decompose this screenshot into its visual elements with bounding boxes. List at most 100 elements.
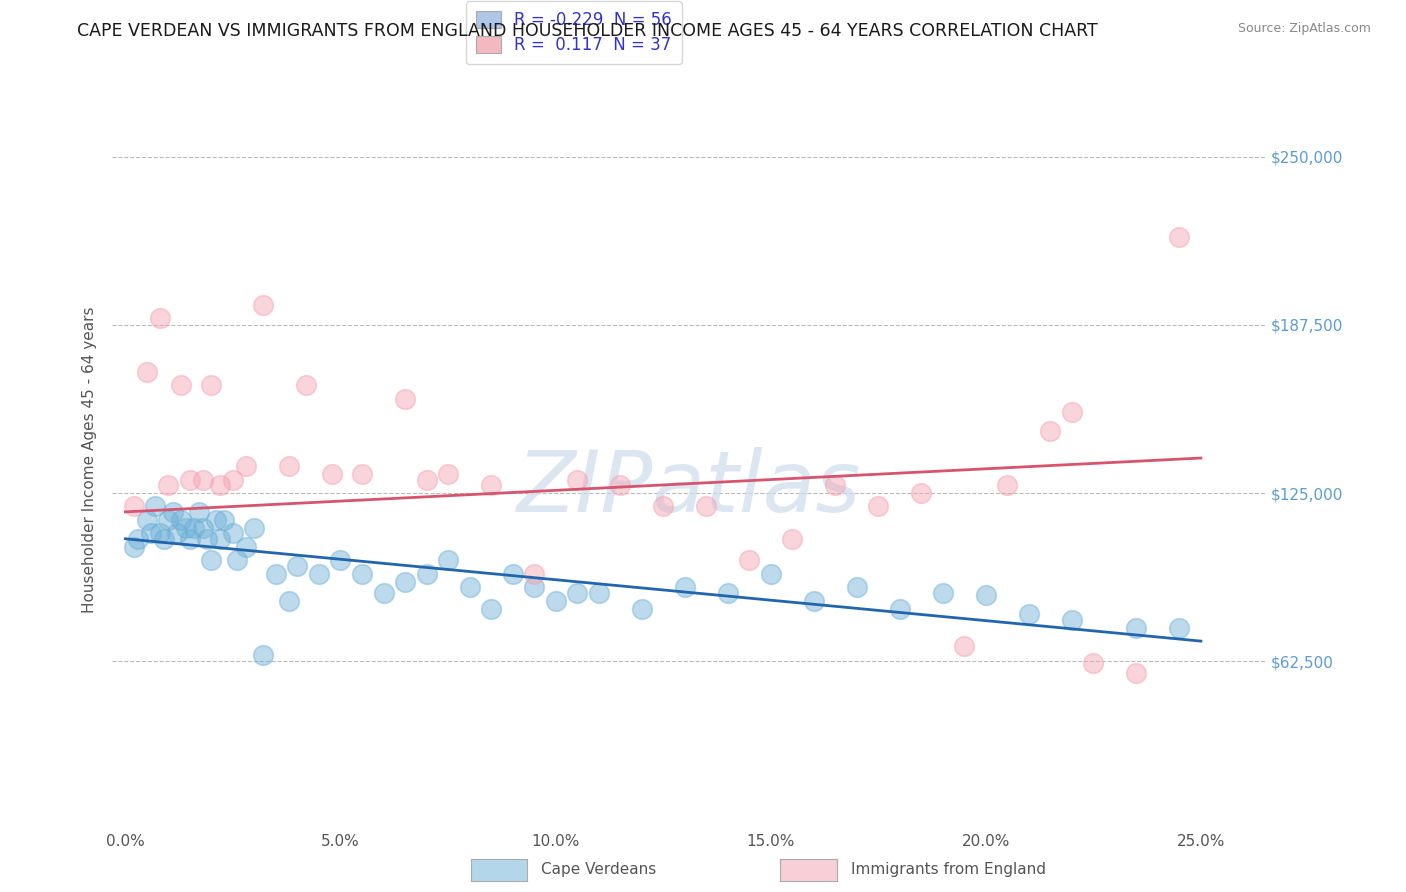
Point (174, 521, 197, 535)
Legend: R = -0.229  N = 56, R =  0.117  N = 37: R = -0.229 N = 56, R = 0.117 N = 37 (465, 1, 682, 64)
Point (1060, 613, 1083, 627)
Point (437, 467, 460, 482)
Point (695, 500, 717, 514)
Point (235, 459, 257, 474)
Point (252, 648, 274, 662)
Point (609, 478, 631, 492)
Text: Cape Verdeans: Cape Verdeans (541, 863, 657, 877)
Point (214, 513, 236, 527)
Point (523, 580, 546, 594)
Point (145, 500, 167, 514)
Point (759, 566, 782, 581)
Point (974, 588, 997, 602)
Point (544, 593, 567, 607)
Point (200, 378, 222, 392)
Point (329, 553, 352, 567)
Point (1083, 656, 1105, 670)
Point (141, 526, 163, 541)
Point (673, 580, 696, 594)
Point (415, 473, 437, 487)
Point (479, 602, 502, 616)
Point (200, 553, 222, 567)
Point (277, 459, 299, 474)
Point (868, 500, 890, 514)
Point (287, 558, 309, 573)
Point (1018, 607, 1040, 622)
Text: Source: ZipAtlas.com: Source: ZipAtlas.com (1237, 22, 1371, 36)
Point (1168, 230, 1191, 244)
Point (502, 566, 524, 581)
Point (479, 478, 502, 492)
Point (222, 526, 245, 541)
Point (153, 532, 176, 546)
Point (932, 585, 955, 599)
Text: CAPE VERDEAN VS IMMIGRANTS FROM ENGLAND HOUSEHOLDER INCOME AGES 45 - 64 YEARS CO: CAPE VERDEAN VS IMMIGRANTS FROM ENGLAND … (77, 22, 1098, 40)
Point (208, 532, 231, 546)
Point (226, 553, 249, 567)
Point (127, 532, 149, 546)
Point (191, 473, 214, 487)
Point (953, 640, 976, 654)
Point (295, 378, 318, 392)
Point (845, 580, 868, 594)
Point (350, 467, 373, 482)
Point (630, 602, 652, 616)
Point (458, 580, 481, 594)
Point (162, 505, 184, 519)
Point (157, 478, 180, 492)
Point (1168, 621, 1191, 635)
Point (889, 602, 911, 616)
Point (565, 473, 588, 487)
Point (179, 532, 201, 546)
Point (780, 532, 803, 546)
Point (264, 566, 287, 581)
Point (157, 513, 180, 527)
Point (195, 532, 218, 546)
Point (308, 566, 330, 581)
Point (523, 566, 546, 581)
Point (910, 486, 932, 500)
Point (135, 513, 157, 527)
Point (122, 500, 145, 514)
Y-axis label: Householder Income Ages 45 - 64 years: Householder Income Ages 45 - 64 years (82, 306, 97, 613)
Point (824, 478, 846, 492)
Point (321, 467, 343, 482)
Point (204, 513, 226, 527)
Point (1039, 424, 1062, 438)
Point (1125, 621, 1147, 635)
Text: Immigrants from England: Immigrants from England (851, 863, 1046, 877)
Point (350, 566, 373, 581)
Point (170, 378, 193, 392)
Point (415, 566, 437, 581)
Point (277, 593, 299, 607)
Point (252, 297, 274, 311)
Point (995, 478, 1018, 492)
Text: ZIPatlas: ZIPatlas (517, 448, 860, 531)
Point (183, 521, 205, 535)
Point (179, 473, 201, 487)
Point (135, 365, 157, 379)
Point (1125, 666, 1147, 681)
Point (149, 526, 172, 541)
Point (588, 585, 610, 599)
Point (170, 513, 193, 527)
Point (373, 585, 395, 599)
Point (122, 540, 145, 554)
Point (437, 553, 460, 567)
Point (803, 593, 825, 607)
Point (166, 526, 188, 541)
Point (717, 585, 740, 599)
Point (243, 521, 266, 535)
Point (394, 392, 416, 406)
Point (191, 521, 214, 535)
Point (652, 500, 675, 514)
Point (222, 473, 245, 487)
Point (738, 553, 761, 567)
Point (235, 540, 257, 554)
Point (565, 585, 588, 599)
Point (1060, 405, 1083, 419)
Point (208, 478, 231, 492)
Point (187, 505, 209, 519)
Point (394, 574, 416, 589)
Point (149, 311, 172, 326)
